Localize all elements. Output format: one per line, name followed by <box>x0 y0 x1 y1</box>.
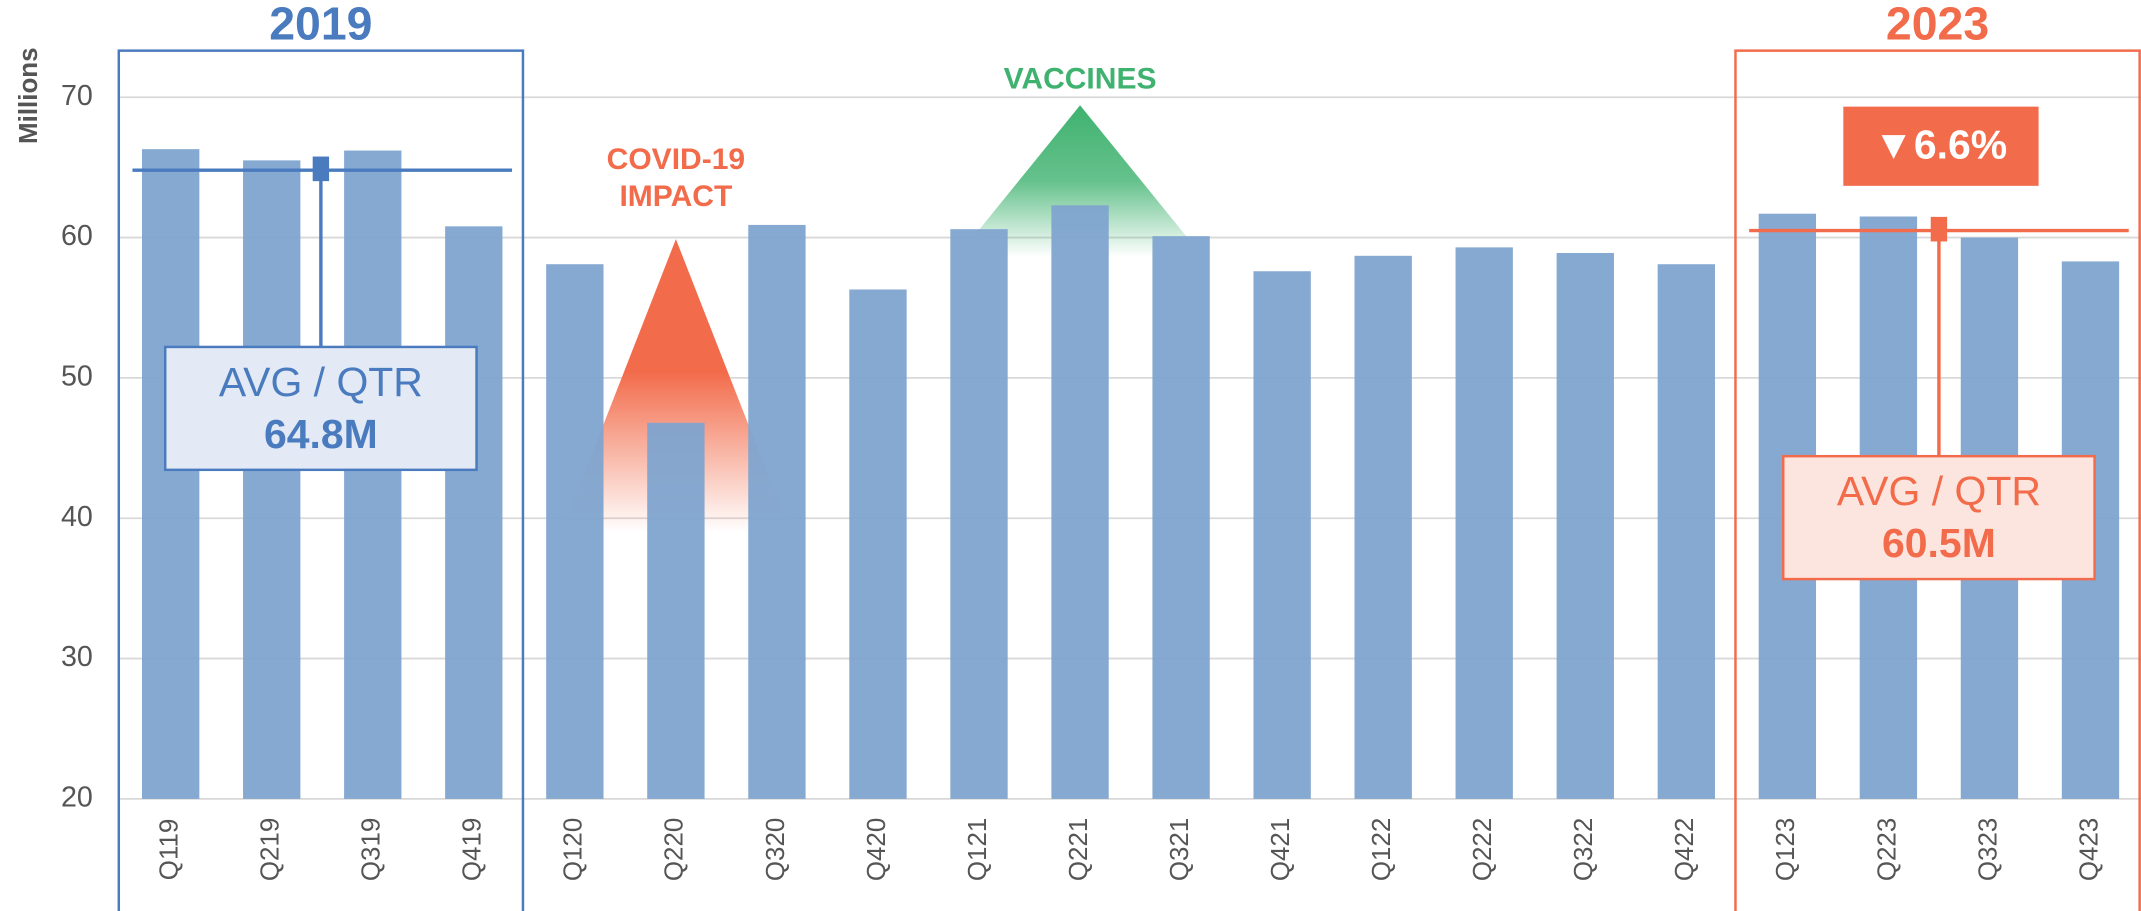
bar <box>950 229 1008 799</box>
x-tick-label: Q423 <box>2075 818 2103 881</box>
y-tick-label: 20 <box>61 781 93 813</box>
bar <box>142 149 200 799</box>
covid-triangle <box>561 239 791 533</box>
x-tick-label: Q121 <box>964 818 992 881</box>
average-box <box>1782 454 2096 581</box>
y-tick-label: 40 <box>61 501 93 533</box>
annotation: IMPACT <box>619 180 732 213</box>
period-label: 2023 <box>1886 0 1989 50</box>
bar <box>1657 264 1715 799</box>
bar <box>1152 236 1210 799</box>
x-tick-label: Q219 <box>257 818 285 881</box>
x-tick-label: Q220 <box>661 818 689 881</box>
x-tick-label: Q320 <box>762 818 790 881</box>
x-tick-label: Q422 <box>1671 818 1699 881</box>
change-box <box>1843 106 2039 186</box>
bar <box>1556 252 1614 799</box>
x-tick-label: Q321 <box>1166 818 1194 881</box>
average-pointer-head <box>1930 216 1948 242</box>
x-tick-label: Q323 <box>1974 818 2002 881</box>
y-tick-label: 60 <box>61 220 93 252</box>
bar <box>546 264 604 799</box>
period-box <box>117 49 525 911</box>
x-tick-label: Q319 <box>358 818 386 881</box>
change-label: ▼6.6% <box>1873 121 2007 167</box>
average-title: AVG / QTR <box>219 359 423 405</box>
annotation: COVID-19 <box>607 143 745 176</box>
x-tick-label: Q223 <box>1873 818 1901 881</box>
period-box <box>1734 49 2141 911</box>
bar <box>344 150 402 799</box>
x-tick-label: Q420 <box>863 818 891 881</box>
period-label: 2019 <box>269 0 372 50</box>
x-tick-label: Q222 <box>1469 818 1497 881</box>
x-tick-label: Q322 <box>1570 818 1598 881</box>
bar <box>849 289 907 799</box>
bar <box>1354 255 1412 799</box>
bar <box>1455 247 1513 799</box>
bar <box>748 224 806 799</box>
bar <box>445 226 503 799</box>
y-tick-label: 70 <box>61 80 93 112</box>
bar <box>647 422 705 799</box>
average-value: 60.5M <box>1882 520 1996 566</box>
bar <box>1051 205 1109 799</box>
x-tick-label: Q120 <box>560 818 588 881</box>
bar <box>243 160 301 799</box>
bar <box>1253 271 1311 799</box>
x-tick-label: Q119 <box>156 819 184 881</box>
x-tick-label: Q419 <box>459 818 487 881</box>
y-tick-label: 30 <box>61 641 93 673</box>
average-value: 64.8M <box>264 411 378 457</box>
x-tick-label: Q221 <box>1065 818 1093 881</box>
y-axis-label: Millions <box>15 47 43 144</box>
annotation: VACCINES <box>1004 63 1157 96</box>
y-tick-label: 50 <box>61 360 93 392</box>
x-tick-label: Q122 <box>1368 818 1396 881</box>
vaccine-triangle <box>957 105 1203 257</box>
x-tick-label: Q421 <box>1267 818 1295 881</box>
x-tick-label: Q123 <box>1772 818 1800 881</box>
average-title: AVG / QTR <box>1837 468 2041 514</box>
average-pointer-head <box>312 156 330 182</box>
average-box <box>163 345 478 472</box>
